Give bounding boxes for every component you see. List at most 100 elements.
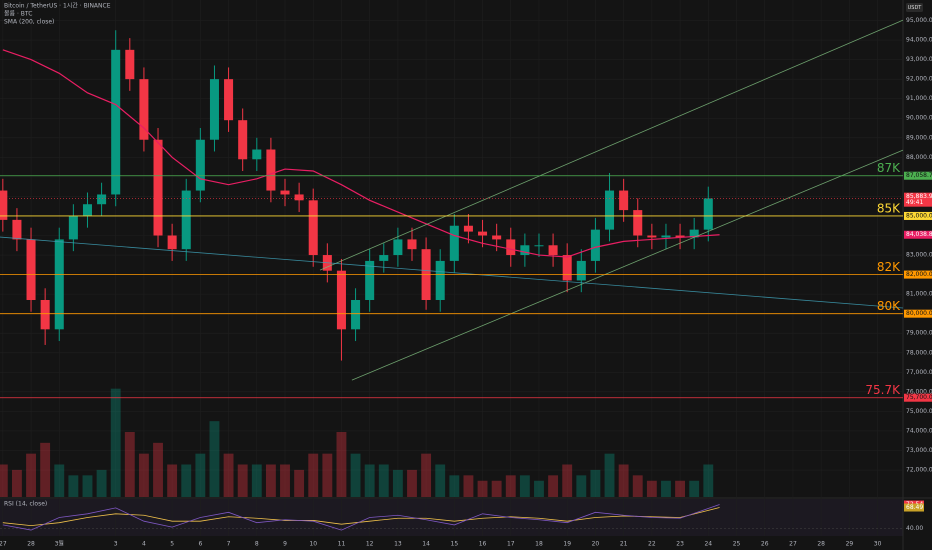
volume-bar bbox=[68, 475, 79, 497]
volume-label: 볼륨 · BTC bbox=[4, 11, 32, 18]
volume-bar bbox=[167, 464, 178, 497]
volume-bar bbox=[195, 453, 206, 497]
candle-body bbox=[97, 194, 107, 205]
candle-body bbox=[463, 225, 473, 232]
volume-bar bbox=[590, 469, 601, 497]
x-tick-label: 3 bbox=[114, 541, 118, 548]
level-label: 82K bbox=[877, 260, 901, 274]
candle-body bbox=[68, 215, 78, 240]
x-tick-label: 28 bbox=[27, 541, 35, 548]
chart-title: Bitcoin / TetherUS · 1시간 · BINANCE bbox=[4, 2, 111, 10]
currency-box bbox=[906, 3, 923, 12]
y-tick-label: 95,000.00 bbox=[906, 17, 932, 24]
currency: USDT bbox=[908, 5, 923, 11]
candle-body bbox=[379, 255, 389, 261]
candle-body bbox=[435, 260, 445, 300]
level-price-label: 85,000.00 bbox=[906, 212, 932, 219]
trend-line bbox=[0, 236, 904, 309]
candle-body bbox=[308, 200, 318, 256]
volume-bar bbox=[294, 469, 305, 497]
candle-body bbox=[294, 194, 304, 201]
x-tick-label: 7 bbox=[227, 541, 231, 548]
rsi-pane bbox=[0, 499, 903, 536]
last-price-label: 85,883.98 bbox=[906, 193, 932, 200]
volume-bar bbox=[618, 464, 629, 497]
volume-bar bbox=[435, 464, 446, 497]
x-tick-label: 5 bbox=[170, 541, 174, 548]
x-tick-label: 26 bbox=[761, 541, 769, 548]
grid bbox=[0, 0, 903, 536]
level-price-box bbox=[904, 211, 932, 220]
volume-bar bbox=[519, 475, 530, 497]
rsi-ma-line bbox=[2, 507, 720, 527]
x-tick-label: 23 bbox=[676, 541, 684, 548]
x-tick-label: 12 bbox=[366, 541, 374, 548]
candle-body bbox=[26, 239, 36, 300]
x-tick-label: 11 bbox=[338, 541, 346, 548]
plot bbox=[0, 30, 714, 497]
candle-body bbox=[351, 299, 361, 330]
volume-bar bbox=[661, 480, 671, 497]
candle-body bbox=[661, 235, 671, 238]
volume-bar bbox=[703, 464, 714, 497]
y-tick-label: 75,000.00 bbox=[906, 408, 932, 415]
y-tick-label: 76,000.00 bbox=[906, 388, 932, 395]
x-tick-label: 27 bbox=[0, 541, 7, 548]
trend-line bbox=[319, 19, 904, 271]
y-tick-label: 89,000.00 bbox=[906, 134, 932, 141]
level-label: 75.7K bbox=[865, 383, 901, 397]
candle-body bbox=[209, 79, 219, 140]
sma-price-label: 84,038.83 bbox=[906, 231, 932, 238]
volume-bar bbox=[0, 464, 8, 497]
candle-body bbox=[224, 79, 234, 121]
x-tick-label: 30 bbox=[874, 541, 882, 548]
candle-body bbox=[54, 239, 64, 330]
volume-bar bbox=[308, 453, 319, 497]
volume-bar bbox=[26, 453, 36, 497]
volume-bar bbox=[562, 464, 573, 497]
x-tick-label: 25 bbox=[733, 541, 741, 548]
volume-bar bbox=[392, 469, 403, 497]
x-tick-label: 18 bbox=[535, 541, 543, 548]
candle-body bbox=[153, 139, 163, 236]
countdown-label: 49:41 bbox=[906, 199, 923, 206]
candle-body bbox=[266, 149, 276, 191]
x-tick-label: 14 bbox=[422, 541, 430, 548]
volume-bar bbox=[82, 475, 93, 497]
x-tick-label: 22 bbox=[648, 541, 656, 548]
x-tick-label: 20 bbox=[592, 541, 600, 548]
x-tick-label: 21 bbox=[620, 541, 628, 548]
volume-bar bbox=[646, 480, 657, 497]
volume-bar bbox=[407, 469, 417, 497]
level-price-box bbox=[904, 171, 932, 180]
candle-body bbox=[478, 231, 488, 236]
candle-body bbox=[280, 190, 290, 195]
level-label: 87K bbox=[877, 161, 901, 175]
rsi-ma-value-label: 68.49 bbox=[906, 504, 923, 511]
rsi-tick-label: 40.00 bbox=[906, 525, 923, 532]
y-tick-label: 90,000.00 bbox=[906, 115, 932, 122]
candle-body bbox=[167, 235, 177, 250]
y-tick-label: 73,000.00 bbox=[906, 447, 932, 454]
candle-body bbox=[675, 235, 685, 238]
level-price-box bbox=[904, 393, 932, 402]
y-tick-label: 88,000.00 bbox=[906, 154, 932, 161]
x-tick-label: 17 bbox=[507, 541, 515, 548]
candle-body bbox=[195, 139, 205, 191]
volume-bar bbox=[265, 464, 276, 497]
volume-bar bbox=[181, 464, 192, 497]
y-tick-label: 94,000.00 bbox=[906, 37, 932, 44]
y-tick-label: 78,000.00 bbox=[906, 349, 932, 356]
volume-bar bbox=[548, 475, 559, 497]
candle-body bbox=[407, 239, 417, 250]
volume-bar bbox=[153, 442, 163, 497]
volume-bar bbox=[110, 388, 121, 497]
candle-body bbox=[703, 198, 713, 230]
volume-bar bbox=[675, 480, 686, 497]
level-label: 85K bbox=[877, 201, 901, 215]
x-tick-label: 9 bbox=[283, 541, 287, 548]
candle-body bbox=[449, 225, 459, 261]
